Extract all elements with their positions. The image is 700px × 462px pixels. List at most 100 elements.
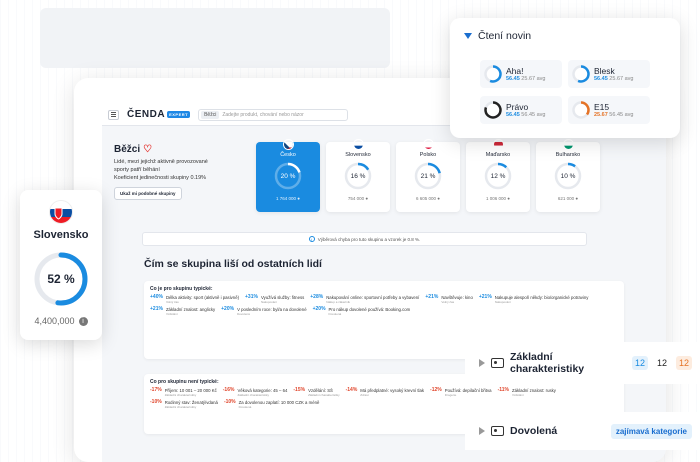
- newspaper-panel: Čtení novin Aha! 56.45 25.67 avg Blesk 5…: [450, 18, 680, 138]
- coefficient: Koeficient jedinečnosti skupiny 0.19%: [114, 175, 207, 181]
- trait-item[interactable]: +20% V posledním roce: byl/a na dovolené D…: [221, 307, 306, 317]
- basic-characteristics-label: Základní charakteristiky: [510, 351, 585, 375]
- newspaper-ring: [572, 65, 590, 83]
- background-bar: [40, 8, 390, 68]
- count-orange: 12: [675, 356, 692, 370]
- country-card-slovensko[interactable]: Slovensko 52 % 4,400,000 i: [20, 190, 102, 340]
- percentage-ring: 21 %: [414, 162, 442, 190]
- logo-badge: EXPERT: [167, 111, 191, 118]
- vacation-row[interactable]: Dovolená zajímavá kategorie: [465, 412, 700, 450]
- country-card-1[interactable]: Slovensko 16 % 754 000 ●: [326, 139, 390, 212]
- count-blue: 12: [631, 356, 648, 370]
- newspaper-value: 56.45: [506, 112, 520, 118]
- trait-item[interactable]: +40% Délka aktivity: sport (aktivně i pas…: [150, 295, 239, 305]
- trait-text: Vzdělání: SŠ: [308, 388, 333, 393]
- trait-category: Nakupování: [494, 300, 511, 304]
- collapse-icon[interactable]: [464, 33, 472, 39]
- basic-characteristics-row[interactable]: Základní charakteristiky 12 12 12: [465, 342, 700, 384]
- trait-percent: -10%: [223, 399, 236, 405]
- trait-text: Základní znalost: anglicky: [165, 307, 216, 312]
- country-name: Bulharsko: [555, 152, 581, 158]
- trait-text: Pro nákup dovolené používá: Booking.com: [328, 307, 411, 312]
- country-name: Česko: [280, 152, 296, 158]
- search-input[interactable]: Běžci Zadejte produkt, chování nebo názo…: [198, 108, 349, 121]
- trait-text: Využívá služby: fitness: [260, 295, 305, 300]
- trait-percent: -16%: [222, 387, 235, 393]
- trait-item[interactable]: -14% Má předplatné: vysoký krevní tlak Zdr…: [346, 388, 424, 398]
- trait-item[interactable]: +20% Pro nákup dovolené používá: Booking.…: [313, 307, 411, 317]
- newspaper-item[interactable]: E15 25.67 56.45 avg: [568, 96, 650, 124]
- newspaper-name: E15: [594, 102, 610, 112]
- percentage-value: 21 %: [420, 172, 436, 180]
- trait-item[interactable]: -10% Rodinný stav: Ženatý/vdaná Základní c…: [150, 400, 218, 410]
- trait-category: Nákup a zákazník: [326, 300, 351, 304]
- similar-groups-button[interactable]: Ukaž mi podobné skupiny: [114, 187, 182, 200]
- trait-item[interactable]: +31% Využívá služby: fitness Nakupování: [245, 295, 304, 305]
- menu-icon[interactable]: [108, 109, 119, 120]
- trait-item[interactable]: +21% Základní znalost: anglicky Vzdělání: [150, 307, 215, 317]
- id-card-icon: [491, 426, 504, 436]
- trait-percent: +21%: [425, 294, 439, 300]
- percentage-ring: 52 %: [33, 251, 89, 307]
- newspaper-item[interactable]: Aha! 56.45 25.67 avg: [480, 60, 562, 88]
- sample-error-note: i Výběrová chyba pro tuto skupinu a vzor…: [142, 232, 587, 246]
- trait-item[interactable]: -11% Základní znalost: rusky Vzdělání: [498, 388, 556, 398]
- trait-text: Používá: depilační břitva: [444, 388, 492, 393]
- percentage-value: 52 %: [47, 272, 75, 286]
- heart-icon[interactable]: ♡: [143, 144, 153, 155]
- trait-text: Věková kategorie: 45 – 64: [237, 388, 288, 393]
- country-name: Maďarsko: [485, 152, 511, 158]
- newspaper-item[interactable]: Blesk 56.45 25.67 avg: [568, 60, 650, 88]
- newspaper-value: 56.45: [594, 76, 608, 82]
- trait-item[interactable]: -15% Vzdělání: SŠ Základní charakteristiky: [293, 388, 339, 398]
- country-name: Slovensko: [345, 152, 371, 158]
- newspaper-ring: [484, 65, 502, 83]
- country-name: Polsko: [419, 152, 437, 158]
- difference-title: Čím se skupina liší od ostatních lidí: [144, 258, 322, 270]
- trait-text: Rodinný stav: Ženatý/vdaná: [164, 400, 218, 405]
- trait-category: Dovolená: [328, 312, 342, 316]
- trait-category: Základní charakteristiky: [308, 393, 340, 397]
- flag-icon: [422, 139, 434, 150]
- newspaper-avg: 56.45 avg: [521, 112, 546, 118]
- info-icon[interactable]: i: [78, 316, 88, 326]
- percentage-ring: 12 %: [484, 162, 512, 190]
- trait-item[interactable]: -12% Používá: depilační břitva Drogerie: [430, 388, 492, 398]
- trait-item[interactable]: -17% Příjem: 10 001 – 20 000 Kč Základní c…: [150, 388, 217, 398]
- newspaper-value: 56.45: [506, 76, 520, 82]
- trait-category: Dovolená: [238, 405, 252, 409]
- trait-item[interactable]: -10% Za dovolenou zaplatí: 10 000 CZK a m…: [224, 400, 319, 410]
- trait-percent: +20%: [221, 306, 235, 312]
- group-info: Běžci ♡ Lidé, mezi jejichž aktivně provoz…: [114, 144, 224, 200]
- count-black: 12: [656, 358, 667, 368]
- newspaper-ring: [484, 101, 502, 119]
- trait-percent: +21%: [150, 306, 163, 312]
- slovakia-flag-icon: [49, 200, 73, 224]
- search-chip[interactable]: Běžci: [201, 110, 220, 119]
- newspaper-avg: 25.67 avg: [521, 76, 546, 82]
- newspaper-title[interactable]: Čtení novin: [464, 30, 666, 42]
- country-card-0[interactable]: Česko 20 % 1 764 000 ●: [256, 139, 320, 212]
- newspaper-name: Blesk: [594, 66, 615, 76]
- percentage-value: 12 %: [490, 172, 506, 180]
- trait-text: V posledním roce: byl/a na dovolené: [237, 307, 307, 312]
- search-placeholder: Zadejte produkt, chování nebo názor: [222, 111, 304, 118]
- trait-item[interactable]: -16% Věková kategorie: 45 – 64 Základní ch…: [223, 388, 288, 398]
- trait-item[interactable]: +21% Navštěvuje: kino Volný čas: [425, 295, 472, 305]
- newspaper-item[interactable]: Právo 56.45 56.45 avg: [480, 96, 562, 124]
- trait-category: Nakupování: [260, 300, 277, 304]
- expand-icon[interactable]: [479, 359, 485, 367]
- trait-item[interactable]: +21% Nakupuje alespoň někdy: bio/organick…: [479, 295, 589, 305]
- country-card-2[interactable]: Polsko 21 % 6 605 000 ●: [396, 139, 460, 212]
- logo[interactable]: ČENDA EXPERT: [127, 109, 191, 120]
- group-title: Běžci ♡: [114, 144, 153, 155]
- population: 4,400,000 i: [34, 316, 88, 326]
- percentage-value: 16 %: [350, 172, 366, 180]
- expand-icon[interactable]: [479, 427, 485, 435]
- country-card-4[interactable]: Bulharsko 10 % 621 000 ●: [536, 139, 600, 212]
- trait-item[interactable]: +28% Nakupování online: sportovní potřeby…: [310, 295, 419, 305]
- country-card-3[interactable]: Maďarsko 12 % 1 006 000 ●: [466, 139, 530, 212]
- newspaper-ring: [572, 101, 590, 119]
- trait-category: Zdraví: [360, 393, 369, 397]
- newspaper-name: Aha!: [506, 66, 524, 76]
